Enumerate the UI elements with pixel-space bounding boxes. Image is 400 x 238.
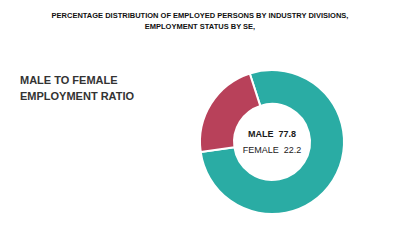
svg-text:PERCENTAGE DISTRIBUTION OF EMP: PERCENTAGE DISTRIBUTION OF EMPLOYED PERS… <box>52 11 349 20</box>
svg-text:EMPLOYMENT RATIO: EMPLOYMENT RATIO <box>20 90 135 102</box>
svg-text:MALE 77.8: MALE 77.8 <box>248 129 296 139</box>
svg-text:FEMALE 22.2: FEMALE 22.2 <box>243 145 302 155</box>
svg-text:EMPLOYMENT STATUS BY SE,: EMPLOYMENT STATUS BY SE, <box>145 22 255 31</box>
svg-text:MALE TO FEMALE: MALE TO FEMALE <box>20 74 118 86</box>
